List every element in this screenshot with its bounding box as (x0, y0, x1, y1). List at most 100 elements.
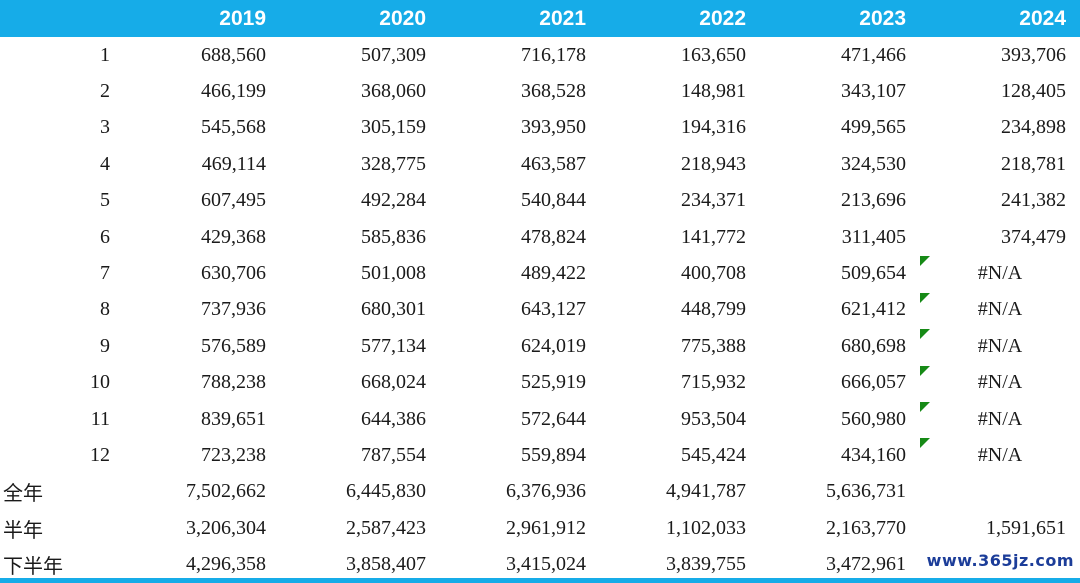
value-cell: 716,178 (521, 43, 586, 66)
value-cell: 560,980 (841, 407, 906, 430)
value-cell: 393,950 (521, 116, 586, 139)
table-row: 6 429,368 585,836 478,824 141,772 311,405 374,… (0, 219, 1080, 255)
row-label: 4 (100, 152, 110, 175)
value-cell: 788,238 (201, 371, 266, 394)
value-cell: 3,472,961 (826, 553, 906, 576)
value-cell: 507,309 (361, 43, 426, 66)
value-cell: 448,799 (681, 298, 746, 321)
value-cell: 368,528 (521, 80, 586, 103)
value-cell: 715,932 (681, 371, 746, 394)
error-indicator-icon (920, 438, 930, 449)
value-cell: 368,060 (361, 80, 426, 103)
value-cell: 7,502,662 (186, 480, 266, 503)
row-label: 半年 (3, 519, 43, 542)
na-cell: #N/A (920, 437, 1080, 473)
error-indicator-icon (920, 292, 930, 303)
value-cell: 374,479 (1001, 225, 1066, 248)
year-header-2020: 2020 (379, 6, 426, 30)
na-cell: #N/A (920, 328, 1080, 364)
year-header-2021: 2021 (539, 6, 586, 30)
table-body: 1 688,560 507,309 716,178 163,650 471,466 393,… (0, 37, 1080, 583)
value-cell: 643,127 (521, 298, 586, 321)
value-cell: 324,530 (841, 152, 906, 175)
value-cell: 241,382 (1001, 189, 1066, 212)
value-cell: 3,858,407 (346, 553, 426, 576)
year-header-2022: 2022 (699, 6, 746, 30)
value-cell: 3,415,024 (506, 553, 586, 576)
table-row: 11 839,651 644,386 572,644 953,504 560,980 #N/… (0, 401, 1080, 437)
value-cell: 499,565 (841, 116, 906, 139)
error-indicator-icon (920, 365, 930, 376)
value-cell: 463,587 (521, 152, 586, 175)
value-cell: 3,839,755 (666, 553, 746, 576)
year-header-2023: 2023 (859, 6, 906, 30)
value-cell: 234,371 (681, 189, 746, 212)
row-label: 10 (90, 371, 110, 394)
table-row: 半年 3,206,304 2,587,423 2,961,912 1,102,033 2,… (0, 510, 1080, 546)
row-label: 8 (100, 298, 110, 321)
value-cell: 400,708 (681, 262, 746, 285)
error-indicator-icon (920, 401, 930, 412)
row-label: 全年 (3, 483, 43, 506)
na-cell: #N/A (920, 401, 1080, 437)
value-cell (920, 474, 1080, 510)
table-row: 2 466,199 368,060 368,528 148,981 343,107 128,… (0, 73, 1080, 109)
value-cell: 4,941,787 (666, 480, 746, 503)
value-cell: 2,163,770 (826, 516, 906, 539)
row-label: 2 (100, 80, 110, 103)
watermark-text: www.365jz.com (926, 551, 1074, 570)
value-cell: 429,368 (201, 225, 266, 248)
value-cell: 540,844 (521, 189, 586, 212)
value-cell: 577,134 (361, 334, 426, 357)
row-label: 6 (100, 225, 110, 248)
value-cell: 787,554 (361, 443, 426, 466)
bottom-accent-bar (0, 578, 1080, 583)
row-label: 11 (90, 407, 110, 430)
value-cell: 469,114 (201, 152, 266, 175)
value-cell: 525,919 (521, 371, 586, 394)
value-cell: 478,824 (521, 225, 586, 248)
value-cell: 489,422 (521, 262, 586, 285)
value-cell: 218,943 (681, 152, 746, 175)
value-cell: 509,654 (841, 262, 906, 285)
error-indicator-icon (920, 256, 930, 267)
na-cell: #N/A (920, 292, 1080, 328)
value-cell: 5,636,731 (826, 480, 906, 503)
row-label: 9 (100, 334, 110, 357)
corner-header (0, 0, 120, 37)
value-cell: 576,589 (201, 334, 266, 357)
table-row: 5 607,495 492,284 540,844 234,371 213,696 241,… (0, 183, 1080, 219)
row-label: 下半年 (3, 556, 63, 579)
value-cell: 607,495 (201, 189, 266, 212)
value-cell: 2,587,423 (346, 516, 426, 539)
value-cell: 775,388 (681, 334, 746, 357)
value-cell: 3,206,304 (186, 516, 266, 539)
year-header-2024: 2024 (1019, 6, 1066, 30)
value-cell: 218,781 (1001, 152, 1066, 175)
value-cell: 630,706 (201, 262, 266, 285)
value-cell: 644,386 (361, 407, 426, 430)
table-row: 12 723,238 787,554 559,894 545,424 434,160 #N/… (0, 437, 1080, 473)
value-cell: 723,238 (201, 443, 266, 466)
value-cell: 163,650 (681, 43, 746, 66)
value-cell: 492,284 (361, 189, 426, 212)
year-header-2019: 2019 (219, 6, 266, 30)
value-cell: 668,024 (361, 371, 426, 394)
value-cell: 545,424 (681, 443, 746, 466)
value-cell: 471,466 (841, 43, 906, 66)
row-label: 3 (100, 116, 110, 139)
value-cell: 688,560 (201, 43, 266, 66)
value-cell: 194,316 (681, 116, 746, 139)
value-cell: 393,706 (1001, 43, 1066, 66)
value-cell: 624,019 (521, 334, 586, 357)
table-row: 全年 7,502,662 6,445,830 6,376,936 4,941,787 5,… (0, 474, 1080, 510)
value-cell: 343,107 (841, 80, 906, 103)
value-cell: 737,936 (201, 298, 266, 321)
value-cell: 1,102,033 (666, 516, 746, 539)
value-cell: 234,898 (1001, 116, 1066, 139)
value-cell: 545,568 (201, 116, 266, 139)
row-label: 5 (100, 189, 110, 212)
value-cell: 311,405 (841, 225, 906, 248)
value-cell: 6,376,936 (506, 480, 586, 503)
